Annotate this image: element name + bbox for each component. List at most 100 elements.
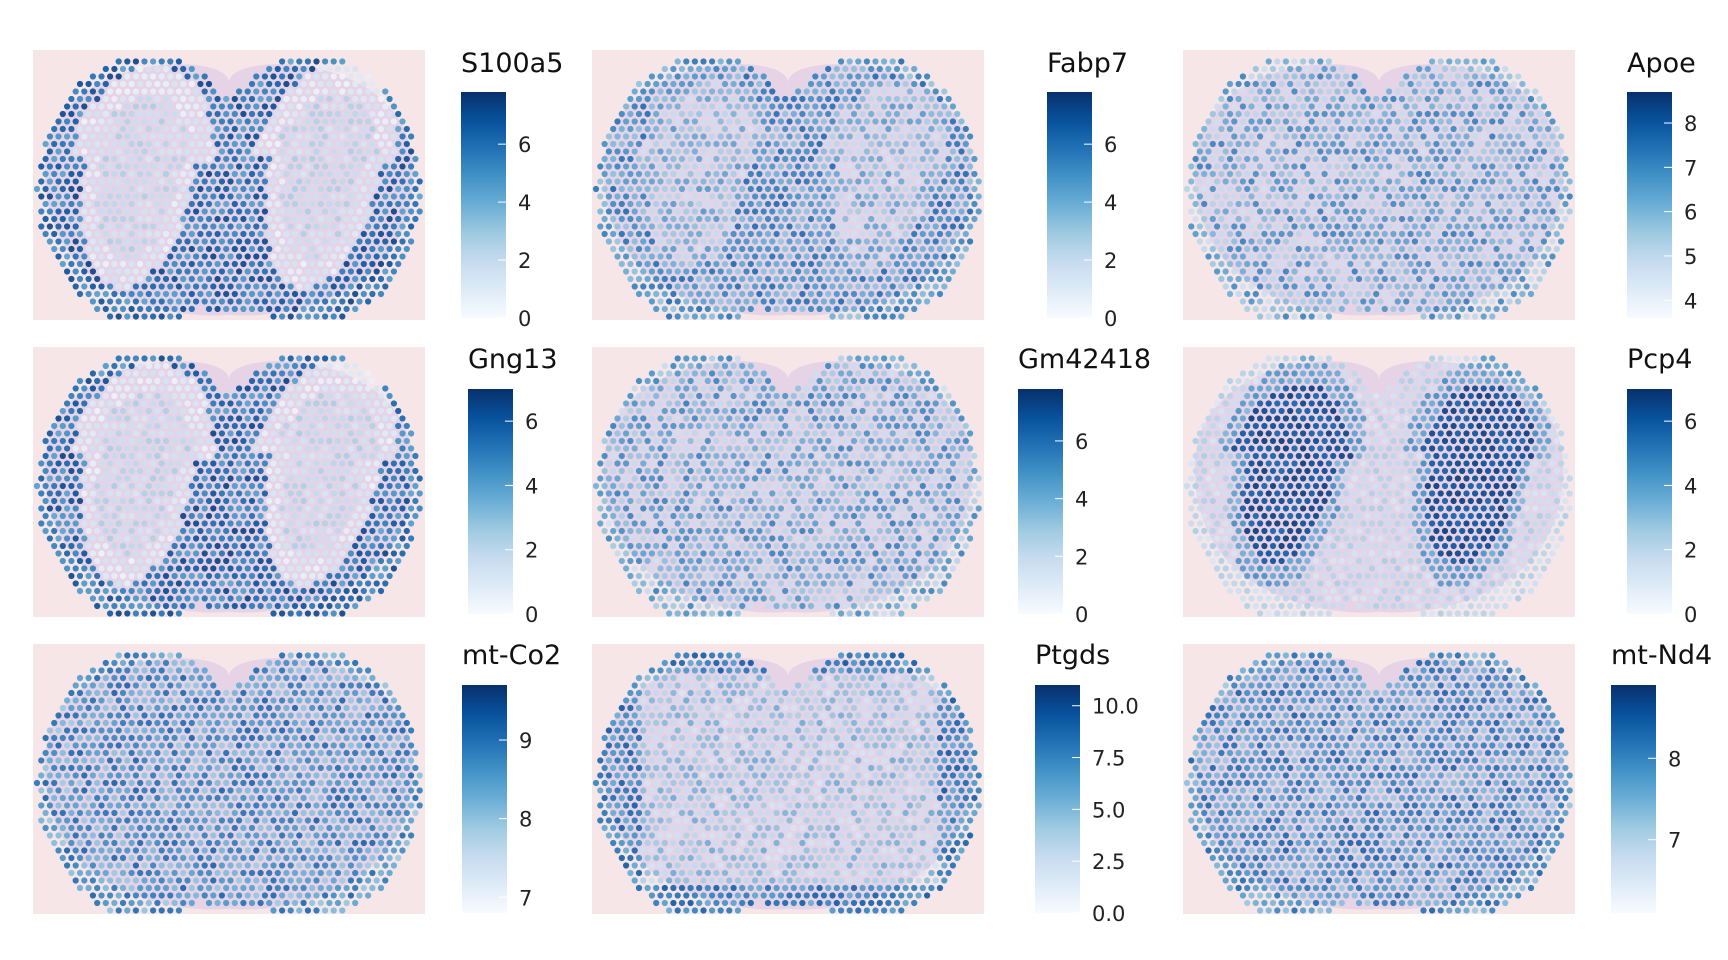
expression-spot (1368, 283, 1375, 290)
expression-spot (81, 430, 88, 437)
expression-spot (386, 140, 393, 148)
expression-spot (270, 460, 277, 467)
expression-spot (1317, 193, 1324, 200)
expression-spot (928, 200, 935, 208)
expression-spot (1317, 178, 1324, 185)
expression-spot (68, 125, 75, 133)
expression-spot (356, 490, 363, 497)
expression-spot (1381, 245, 1388, 253)
expression-spot (1287, 230, 1294, 238)
expression-spot (743, 103, 750, 110)
expression-spot (180, 170, 187, 178)
expression-spot (1446, 73, 1453, 80)
expression-spot (150, 400, 157, 407)
expression-spot (691, 193, 698, 200)
expression-spot (1489, 88, 1496, 95)
expression-spot (1192, 185, 1199, 193)
expression-spot (261, 268, 268, 275)
expression-spot (1222, 133, 1229, 140)
expression-spot (1231, 178, 1238, 185)
colorbar-tick-label: 2 (518, 249, 531, 273)
expression-spot (1463, 103, 1470, 110)
expression-spot (945, 200, 952, 208)
expression-spot (941, 133, 948, 140)
expression-spot (713, 65, 720, 73)
expression-spot (279, 400, 286, 407)
expression-spot (696, 305, 703, 313)
expression-spot (704, 305, 711, 313)
expression-spot (601, 140, 608, 148)
expression-spot (59, 170, 66, 178)
expression-spot (111, 392, 118, 400)
expression-spot (730, 215, 737, 223)
expression-spot (270, 193, 277, 200)
expression-spot (1420, 268, 1427, 275)
expression-spot (1192, 230, 1199, 238)
expression-spot (313, 355, 320, 362)
expression-spot (1519, 290, 1526, 298)
expression-spot (261, 520, 268, 527)
expression-spot (700, 88, 707, 95)
expression-spot (223, 200, 230, 208)
expression-spot (1433, 185, 1440, 193)
expression-spot (76, 140, 84, 148)
expression-spot (124, 208, 131, 215)
expression-spot (111, 482, 118, 490)
expression-spot (89, 88, 96, 95)
expression-spot (137, 497, 144, 505)
expression-spot (1321, 80, 1328, 88)
expression-spot (1377, 238, 1384, 245)
expression-spot (343, 305, 350, 313)
expression-spot (128, 65, 135, 73)
expression-spot (863, 88, 870, 95)
expression-spot (1226, 110, 1234, 118)
expression-spot (1257, 283, 1264, 290)
expression-spot (1231, 118, 1238, 125)
expression-spot (115, 58, 122, 65)
expression-spot (674, 223, 681, 230)
expression-spot (124, 58, 131, 65)
expression-spot (717, 163, 724, 170)
expression-spot (132, 193, 139, 200)
expression-spot (1519, 260, 1526, 268)
expression-spot (137, 392, 144, 400)
expression-spot (1502, 245, 1509, 253)
expression-spot (1519, 230, 1526, 238)
expression-spot (1536, 245, 1543, 253)
expression-spot (1274, 313, 1281, 320)
expression-spot (1515, 103, 1522, 110)
expression-spot (1450, 185, 1457, 193)
expression-spot (1334, 223, 1341, 230)
expression-spot (786, 118, 793, 125)
expression-spot (330, 103, 337, 110)
expression-spot (347, 103, 354, 110)
expression-spot (747, 170, 754, 178)
expression-spot (1527, 125, 1535, 133)
expression-spot (786, 298, 793, 305)
expression-spot (175, 445, 182, 452)
expression-spot (872, 133, 879, 140)
expression-spot (756, 185, 763, 193)
expression-spot (137, 305, 144, 313)
expression-spot (1291, 178, 1298, 185)
expression-spot (1252, 245, 1259, 253)
expression-spot (700, 73, 707, 80)
expression-spot (162, 170, 170, 178)
expression-spot (1437, 178, 1444, 185)
expression-spot (119, 140, 127, 148)
expression-spot (390, 163, 397, 170)
expression-spot (145, 377, 152, 385)
expression-spot (1373, 185, 1380, 193)
expression-spot (653, 200, 660, 208)
expression-spot (188, 110, 195, 118)
expression-spot (132, 133, 139, 140)
expression-spot (1472, 133, 1479, 140)
expression-spot (274, 155, 281, 163)
expression-spot (859, 140, 866, 148)
expression-spot (661, 140, 668, 148)
expression-spot (644, 110, 651, 118)
expression-spot (833, 65, 840, 73)
expression-spot (1269, 125, 1277, 133)
expression-spot (1450, 305, 1457, 313)
expression-spot (1291, 58, 1298, 65)
